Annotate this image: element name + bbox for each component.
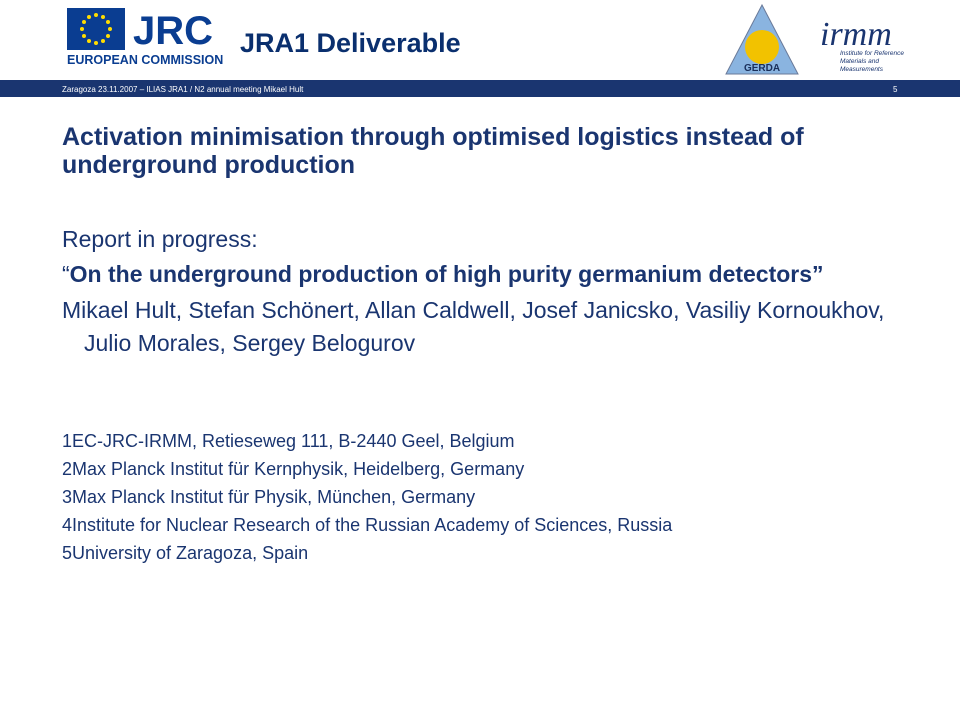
gerda-logo: GERDA: [744, 63, 780, 74]
report-title: On the underground production of high pu…: [69, 261, 824, 287]
affiliation: 5University of Zaragoza, Spain: [62, 543, 309, 563]
report-intro: Report in progress:: [62, 226, 258, 252]
meeting-info: Zaragoza 23.11.2007 – ILIAS JRA1 / N2 an…: [62, 85, 304, 94]
irmm-caption-box: Institute for Reference Materials and Me…: [840, 50, 904, 73]
affiliation: 4Institute for Nuclear Research of the R…: [62, 515, 673, 535]
footer-bar: [0, 80, 960, 97]
gerda-emblem: [745, 30, 779, 64]
page-number: 5: [893, 85, 898, 94]
deck-title: JRA1 Deliverable: [240, 28, 461, 58]
irmm-logo: irmm: [820, 16, 892, 53]
commission: EUROPEAN COMMISSION: [67, 53, 223, 67]
irmm-caption: Institute for Reference Materials and Me…: [840, 50, 904, 73]
body: Report in progress: “On the underground …: [62, 222, 922, 360]
eu-stars: [80, 13, 112, 45]
authors: Mikael Hult, Stefan Schönert, Allan Cald…: [62, 297, 885, 356]
heading: Activation minimisation through optimise…: [62, 123, 804, 179]
jrc-logo: JRC: [133, 9, 213, 53]
affiliation: 2Max Planck Institut für Kernphysik, Hei…: [62, 459, 525, 479]
quote-open: “: [62, 261, 70, 287]
affiliation: 1EC-JRC-IRMM, Retieseweg 111, B-2440 Gee…: [62, 431, 515, 451]
header: JRC EUROPEAN COMMISSION JRA1 Deliverable…: [0, 3, 960, 97]
affiliation: 3Max Planck Institut für Physik, München…: [62, 487, 476, 507]
affiliations: 1EC-JRC-IRMM, Retieseweg 111, B-2440 Gee…: [62, 427, 942, 567]
report-line: “On the underground production of high p…: [62, 257, 922, 292]
